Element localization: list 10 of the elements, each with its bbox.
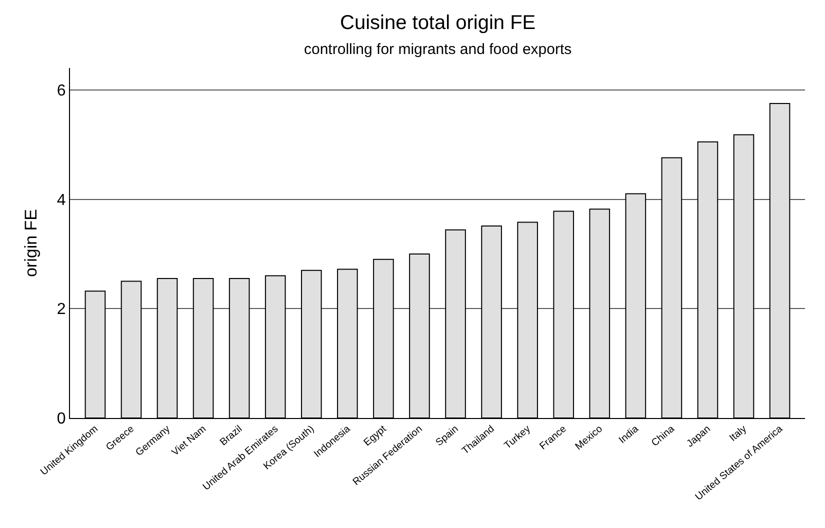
- y-tick-label: 0: [56, 410, 66, 428]
- chart-subtitle: controlling for migrants and food exports: [304, 41, 572, 58]
- y-tick-label: 6: [56, 82, 66, 100]
- x-tick-label: India: [617, 423, 642, 446]
- x-tick-label: Italy: [728, 424, 749, 444]
- y-tick-label: 2: [56, 301, 66, 318]
- y-tick-label: 4: [56, 192, 66, 209]
- chart-title: Cuisine total origin FE: [340, 12, 536, 34]
- x-tick-label: Viet Nam: [170, 424, 208, 458]
- y-axis-title: origin FE: [21, 208, 40, 278]
